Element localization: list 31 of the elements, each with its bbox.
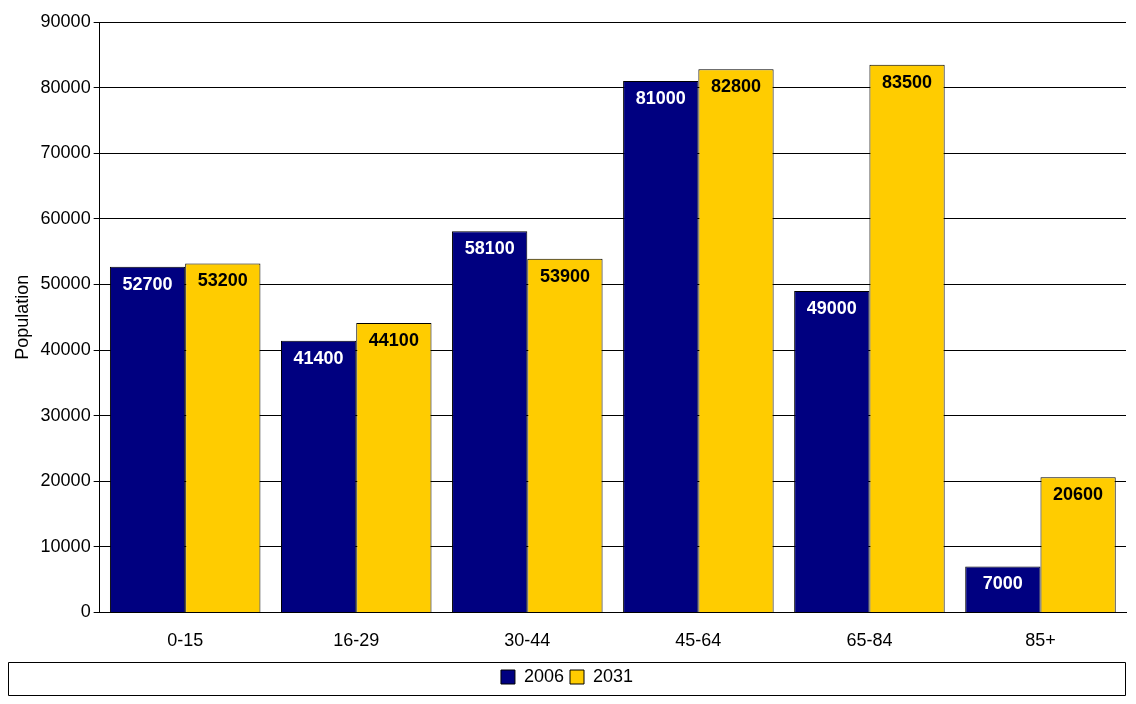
data-label: 53200 bbox=[197, 270, 248, 291]
x-tick-label: 45-64 bbox=[675, 630, 722, 651]
y-tick-label: 60000 bbox=[40, 207, 91, 228]
data-label: 20600 bbox=[1053, 484, 1104, 505]
data-label: 49000 bbox=[806, 297, 857, 318]
data-label: 82800 bbox=[710, 76, 762, 97]
data-label: 81000 bbox=[635, 88, 686, 109]
y-tick-label: 70000 bbox=[40, 142, 91, 163]
x-tick-label: 30-44 bbox=[504, 630, 551, 651]
data-label: 58100 bbox=[464, 238, 515, 259]
y-tick-label: 0 bbox=[80, 601, 91, 622]
y-axis-title: Population bbox=[11, 274, 32, 360]
x-tick-label: 85+ bbox=[1025, 630, 1056, 651]
y-tick-label: 30000 bbox=[40, 404, 91, 425]
y-tick-label: 80000 bbox=[40, 76, 91, 97]
x-tick-label: 16-29 bbox=[333, 630, 380, 651]
data-label: 52700 bbox=[122, 273, 173, 294]
x-tick-label: 0-15 bbox=[167, 630, 204, 651]
data-label: 53900 bbox=[539, 265, 590, 286]
legend-label: 2006 bbox=[523, 665, 564, 686]
y-tick-label: 90000 bbox=[40, 10, 91, 31]
data-label: 44100 bbox=[368, 330, 419, 351]
data-label: 41400 bbox=[293, 347, 344, 368]
data-label: 7000 bbox=[982, 573, 1023, 594]
y-tick-label: 50000 bbox=[40, 273, 91, 294]
y-tick-label: 40000 bbox=[40, 338, 91, 359]
data-label: 83500 bbox=[882, 71, 933, 92]
x-tick-label: 65-84 bbox=[846, 630, 893, 651]
y-tick-label: 20000 bbox=[40, 470, 91, 491]
legend-label: 2031 bbox=[593, 665, 634, 686]
y-tick-label: 10000 bbox=[40, 535, 91, 556]
